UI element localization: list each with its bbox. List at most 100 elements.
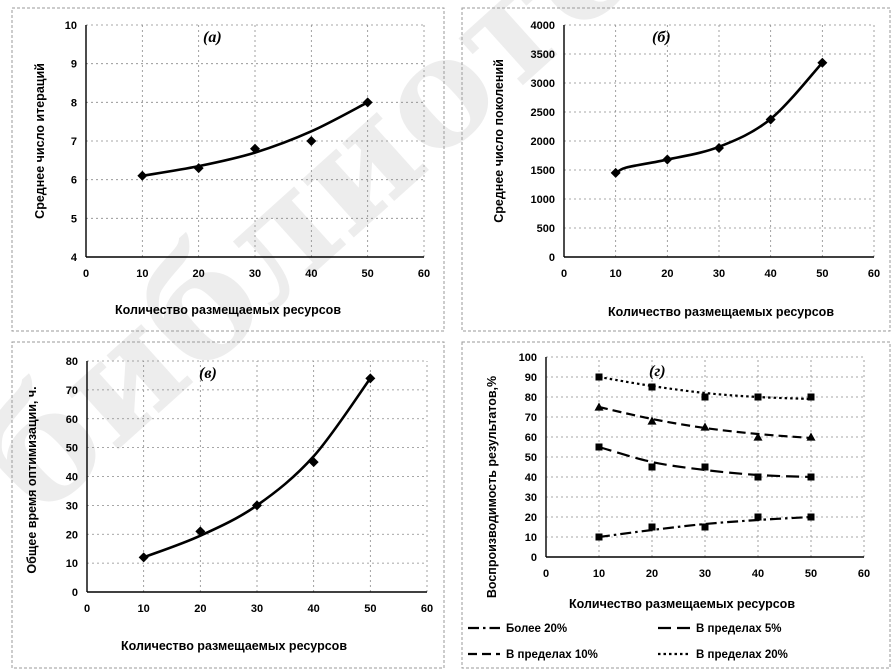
data-point	[700, 422, 710, 431]
y-tick-labels: 0 10 20 30 40 50 60 70 80 90 100	[519, 352, 537, 564]
x-axis-title: Количество размещаемых ресурсов	[608, 305, 834, 319]
y-tick-label: 100	[519, 352, 537, 364]
x-tick-label: 0	[84, 603, 90, 615]
x-tick-label: 40	[752, 568, 764, 580]
data-point	[595, 443, 603, 451]
x-tick-label: 30	[251, 603, 263, 615]
panel-label: (г)	[649, 363, 666, 380]
data-point	[753, 432, 763, 441]
panel-label: (в)	[199, 365, 217, 382]
y-tick-label: 20	[66, 529, 78, 541]
y-tick-label: 4	[71, 252, 78, 264]
trendlines	[614, 61, 824, 176]
y-tick-label: 40	[525, 472, 537, 484]
data-point	[701, 523, 709, 531]
data-point	[252, 500, 262, 511]
x-tick-label: 20	[194, 603, 206, 615]
data-point	[714, 142, 724, 153]
y-tick-label: 70	[525, 412, 537, 424]
y-tick-label: 1000	[531, 194, 555, 206]
data-point	[817, 57, 828, 68]
y-tick-label: 30	[525, 492, 537, 504]
data-point	[365, 373, 376, 384]
series-line	[598, 375, 812, 401]
y-tick-label: 2000	[531, 136, 555, 148]
y-axis-title: Среднее число поколений	[492, 59, 506, 223]
x-tick-label: 0	[561, 268, 567, 280]
chart-panel-g: 0 10 20 30 40 50 60 0 10 20 30 40 50 60 70 80 90 100 (г)…	[461, 341, 891, 669]
y-tick-label: 0	[531, 552, 537, 564]
y-tick-label: 80	[66, 356, 78, 368]
data-point	[648, 523, 656, 531]
y-tick-label: 10	[66, 558, 78, 570]
y-tick-labels: 0 500 1000 1500 2000 2500 3000 3500 4000	[531, 20, 555, 264]
y-tick-label: 9	[71, 59, 77, 71]
y-tick-label: 90	[525, 372, 537, 384]
data-point	[195, 526, 206, 537]
x-axis-title: Количество размещаемых ресурсов	[121, 639, 347, 653]
x-tick-label: 0	[543, 568, 549, 580]
y-tick-label: 4000	[531, 20, 555, 32]
y-tick-label: 7	[71, 136, 77, 148]
panel-border	[461, 341, 891, 669]
data-point	[807, 473, 815, 481]
x-tick-labels: 0 10 20 30 40 50 60	[83, 268, 430, 280]
data-point	[806, 432, 816, 441]
x-axis-title: Количество размещаемых ресурсов	[569, 597, 795, 611]
x-tick-label: 0	[83, 268, 89, 280]
chart-panel-v: 0 10 20 30 40 50 60 0 10 20 30 40 50 60 70 80 (в) Коли…	[11, 341, 445, 669]
legend: Более 20% В пределах 5% В пределах 10% В пр…	[468, 623, 788, 661]
data-point	[701, 463, 709, 471]
data-point	[595, 373, 603, 381]
panel-label: (б)	[652, 29, 671, 46]
data-point	[754, 473, 762, 481]
data-point	[765, 114, 776, 125]
y-tick-label: 3000	[531, 78, 555, 90]
x-tick-label: 10	[136, 268, 148, 280]
panel-border	[11, 7, 445, 332]
y-tick-label: 1500	[531, 165, 555, 177]
trendlines	[598, 375, 812, 539]
data-point	[193, 163, 204, 174]
x-tick-label: 50	[816, 268, 828, 280]
x-tick-label: 60	[418, 268, 430, 280]
y-tick-label: 10	[65, 20, 77, 32]
data-markers	[138, 373, 376, 563]
y-tick-label: 10	[525, 532, 537, 544]
x-tick-label: 60	[858, 568, 870, 580]
data-point	[595, 533, 603, 541]
axes	[85, 25, 424, 258]
x-tick-label: 50	[805, 568, 817, 580]
x-tick-label: 60	[421, 603, 433, 615]
x-tick-label: 50	[362, 268, 374, 280]
data-point	[250, 143, 260, 154]
x-tick-label: 10	[610, 268, 622, 280]
y-tick-label: 0	[549, 252, 555, 264]
y-axis-title: Общее время оптимизации, ч.	[25, 386, 39, 573]
series-line	[598, 515, 812, 539]
x-tick-labels: 0 10 20 30 40 50 60	[84, 603, 433, 615]
data-markers	[610, 57, 828, 178]
data-point	[807, 393, 815, 401]
x-tick-label: 40	[308, 603, 320, 615]
chart-panel-a: 0 10 20 30 40 50 60 4 5 6 7 8 9 10 (а) Количество ра…	[11, 7, 445, 332]
panel-border	[461, 7, 891, 332]
y-tick-label: 5	[71, 213, 77, 225]
data-point	[754, 393, 762, 401]
series-line	[598, 445, 812, 479]
axes	[545, 357, 864, 558]
x-tick-label: 20	[193, 268, 205, 280]
data-markers	[137, 97, 373, 181]
y-tick-label: 60	[525, 432, 537, 444]
data-point	[701, 393, 709, 401]
x-tick-label: 30	[699, 568, 711, 580]
y-tick-labels: 4 5 6 7 8 9 10	[65, 20, 78, 264]
data-point	[648, 463, 656, 471]
y-tick-label: 50	[525, 452, 537, 464]
data-point	[138, 552, 149, 563]
x-tick-label: 10	[138, 603, 150, 615]
panel-border	[11, 341, 445, 669]
y-tick-label: 3500	[531, 49, 555, 61]
data-point	[807, 513, 815, 521]
